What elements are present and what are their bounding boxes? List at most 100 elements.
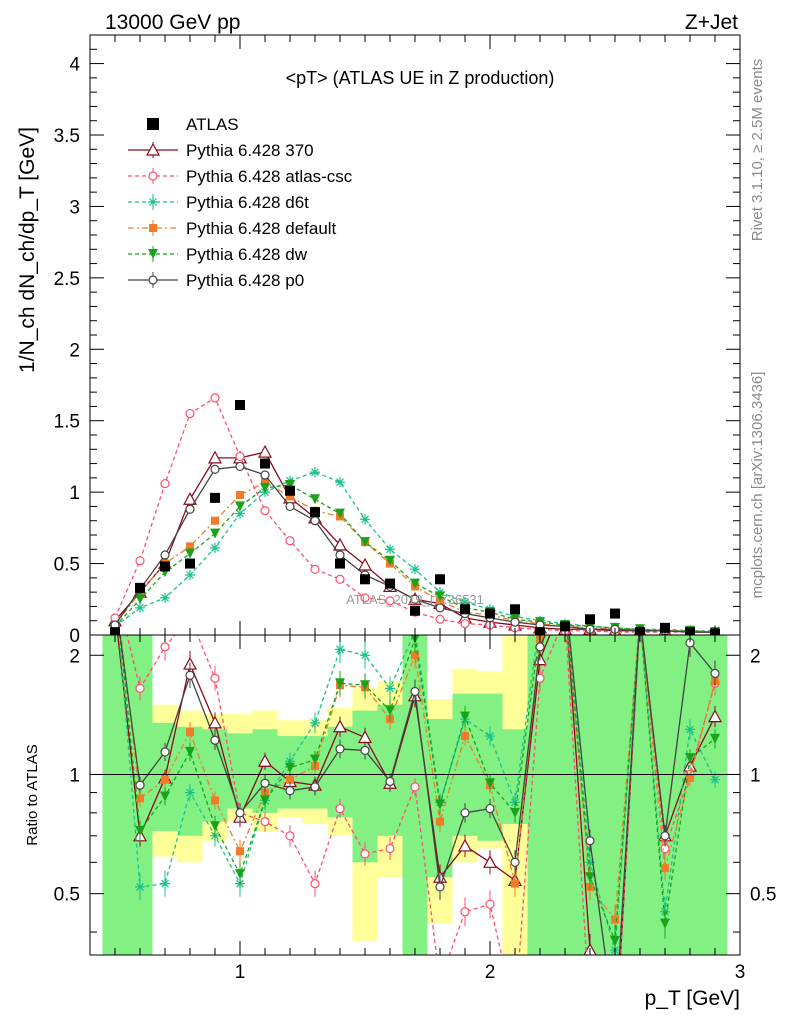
series-1-ratio-point [186,613,194,621]
series-5-ratio-point [660,831,670,841]
series-2-ratio-point [160,878,170,889]
series-5-ratio-point [210,735,220,745]
series-1-ratio-point [310,879,320,889]
y-tick-label: 2 [69,340,80,361]
series-1-ratio-point [135,683,145,693]
series-3-ratio-point [461,732,469,741]
series-4-ratio-point [435,799,445,810]
series-4-ratio-point [560,595,570,605]
series-5-main-point [435,603,445,613]
series-1-ratio-point [335,803,345,814]
series-1-ratio-point [285,831,295,841]
series-3-ratio-point [511,879,519,888]
series-5-main-point [185,504,195,514]
series-1-ratio-point [360,849,370,859]
y-tick-label: 2.5 [54,269,80,290]
header-right: Z+Jet [685,11,738,34]
data-point [185,558,195,569]
series-1-ratio-point [111,582,119,590]
series-3-ratio-point [161,775,169,784]
series-0-ratio-point [332,719,348,733]
series-2-ratio-point [360,650,370,661]
ratio-band-green [102,635,128,955]
series-2-main-point [410,564,420,575]
series-1-ratio-point [460,907,470,917]
series-0-ratio-point [634,611,646,622]
series-1-ratio-point [586,1009,594,1017]
data-point [135,582,145,593]
series-4-ratio-point [110,581,120,591]
series-4-ratio-point [260,795,270,806]
legend-entry-4-marker [149,224,157,232]
series-4-ratio-point [510,807,520,818]
y-tick-label: 1.5 [54,412,80,433]
data-point [260,458,270,469]
data-point [510,604,520,615]
series-4-ratio-point [460,711,470,722]
data-point [460,604,470,615]
series-3-ratio-point [661,864,669,873]
y-tick-label: 0.5 [54,555,80,576]
series-4-main-point [135,594,145,605]
series-2-ratio-point [635,612,645,622]
data-point [410,605,420,616]
series-4-main-point [260,482,270,493]
x-tick-label: 2 [485,962,496,983]
series-3-ratio-point [211,796,219,805]
series-5-main-point [210,464,220,474]
series-2-main-point [335,477,345,488]
series-5-ratio-point [585,836,595,846]
series-5-main-point [285,501,295,512]
series-4-ratio-point [360,680,370,691]
data-point [335,558,345,569]
series-1-ratio-point [436,978,444,986]
series-3-main-point [236,491,244,499]
ratio-band-green [677,635,703,955]
series-1-ratio-point [485,899,495,909]
legend: ATLAS Pythia 6.428 370 Pythia 6.428 atlas-… [128,115,353,290]
series-5-ratio-point [535,642,545,652]
series-2-ratio-point [510,797,520,808]
series-3-main-point [186,542,194,551]
series-1-ratio-point [160,642,170,652]
series-5-ratio-point [260,778,270,788]
legend-entry-4-label: Pythia 6.428 default [186,219,337,238]
series-3-ratio-point [411,651,419,660]
series-4-ratio-point [385,705,395,716]
data-point [435,574,445,585]
ratio-y-axis-label: Ratio to ATLAS [24,744,41,845]
legend-entry-0-label: ATLAS [186,115,239,134]
y-tick-label: 3.5 [54,126,80,147]
data-point [385,578,395,589]
series-2-ratio-point [710,774,720,785]
header-left: 13000 GeV pp [105,11,240,34]
series-4-ratio-point [135,825,145,836]
series-2-ratio-point [185,787,195,798]
series-1-main-point [160,478,170,489]
series-2-main-point [385,544,395,555]
series-1-main-point [185,408,195,419]
series-4-main-point [335,508,345,519]
series-4-ratio-point [285,762,295,773]
data-point [210,492,220,503]
legend-entry-2-label: Pythia 6.428 atlas-csc [186,167,353,186]
ratio-tick-label-right: 2 [750,646,761,667]
series-5-ratio-point [335,744,345,754]
series-4-main-point [310,494,320,505]
series-2-main-point [360,514,370,525]
series-4-ratio-point [635,612,645,622]
series-4-ratio-point [585,872,595,883]
series-5-ratio-point [410,686,420,697]
legend-entry-1-label: Pythia 6.428 370 [186,141,314,160]
y-tick-label: 0 [69,626,80,647]
series-5-ratio-point [385,776,395,787]
series-4-ratio-point [660,918,670,929]
legend-entry-3-marker [148,197,158,207]
data-point [485,608,495,619]
series-2-main-point [210,542,220,553]
series-2-main-point [310,467,320,478]
series-3-ratio-point [636,613,644,621]
series-5-main-point [310,516,320,526]
series-0-ratio-point [482,855,498,868]
axes-ticks: 1 2 3 0 0.5 1 1.5 2 2.5 3 3.5 4 0.5 0.5 1 1 2 2 [54,34,776,983]
